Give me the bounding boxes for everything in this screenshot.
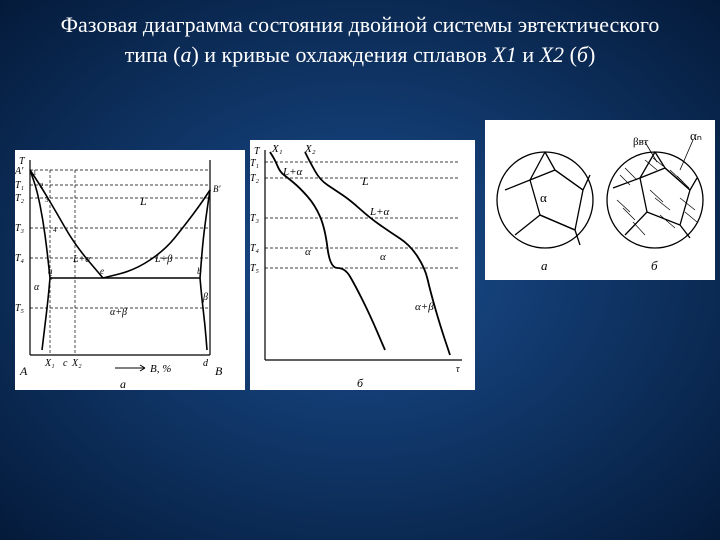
cool-L-alpha2: L+α — [369, 206, 390, 218]
svg-text:T: T — [254, 146, 261, 157]
svg-text:2: 2 — [40, 182, 44, 190]
title-line2-prefix: типа ( — [125, 42, 181, 67]
svg-text:τ: τ — [456, 364, 460, 375]
svg-text:T₃: T₃ — [15, 223, 25, 234]
micro-a: а — [541, 258, 548, 273]
title-line1: Фазовая диаграмма состояния двойной сист… — [61, 12, 660, 37]
micro-b: б — [651, 258, 658, 273]
svg-text:c: c — [63, 358, 68, 369]
svg-text:T₄: T₄ — [15, 253, 25, 264]
svg-text:3: 3 — [45, 196, 49, 204]
label-L: L — [139, 194, 147, 208]
svg-text:B': B' — [213, 184, 221, 194]
label-beta: β — [202, 292, 208, 303]
title-a: а — [180, 42, 191, 67]
sublabel-a: а — [120, 377, 126, 390]
svg-text:T₄: T₄ — [250, 243, 260, 254]
cooling-curves-svg: T T₁ T₂ T₃ T₄ T₅ τ X₁ X₂ L L+α L+α α α α… — [250, 140, 475, 390]
svg-text:T₁: T₁ — [15, 180, 24, 191]
micro-beta-vt: βвт — [633, 136, 649, 148]
label-L-beta: L+β — [154, 254, 172, 265]
cool-alpha-beta: α+β — [415, 301, 434, 313]
curve-x1-label: X₁ — [271, 143, 283, 155]
svg-text:b: b — [197, 266, 202, 276]
microstructure-panel: α αₙ βвт а б — [485, 120, 715, 280]
svg-text:T₅: T₅ — [15, 303, 25, 314]
cooling-curves-panel: T T₁ T₂ T₃ T₄ T₅ τ X₁ X₂ L L+α L+α α α α… — [250, 140, 475, 390]
curve-x2-label: X₂ — [304, 143, 316, 155]
title-end: ) — [588, 42, 595, 67]
slide: Фазовая диаграмма состояния двойной сист… — [0, 0, 720, 540]
title-x1: X1 — [492, 42, 516, 67]
svg-text:4: 4 — [53, 226, 57, 234]
label-alpha: α — [34, 282, 40, 293]
svg-text:T₁: T₁ — [250, 158, 259, 169]
svg-text:T₅: T₅ — [250, 263, 260, 274]
svg-text:T₂: T₂ — [15, 193, 25, 204]
svg-text:d: d — [203, 358, 209, 369]
title-b: б — [577, 42, 588, 67]
micro-alpha-n: αₙ — [690, 128, 702, 143]
right-label-B: B — [215, 364, 223, 378]
svg-text:1: 1 — [33, 169, 37, 177]
left-label-A: A — [19, 364, 28, 378]
svg-text:a: a — [48, 266, 53, 276]
x-axis-label: B, % — [150, 363, 171, 375]
svg-text:e: e — [100, 266, 104, 276]
title-line2-mid: ) и кривые охлаждения сплавов — [191, 42, 492, 67]
svg-text:X₂: X₂ — [71, 358, 82, 369]
cool-alpha2: α — [380, 251, 386, 263]
sublabel-b: б — [357, 376, 364, 390]
cool-L: L — [361, 174, 369, 188]
micro-alpha: α — [540, 190, 547, 205]
svg-text:A': A' — [15, 166, 24, 177]
title-paren: ( — [564, 42, 577, 67]
phase-diagram-svg: 1 2 3 4 5 a e b B' L L+α L+β α β α+β — [15, 150, 245, 390]
label-L-alpha: L+α — [72, 254, 91, 265]
cool-alpha1: α — [305, 246, 311, 258]
phase-diagram-panel: 1 2 3 4 5 a e b B' L L+α L+β α β α+β — [15, 150, 245, 390]
cool-L-alpha1: L+α — [282, 166, 303, 178]
svg-text:T₂: T₂ — [250, 173, 260, 184]
title-and: и — [517, 42, 540, 67]
title-x2: X2 — [540, 42, 564, 67]
svg-text:T₃: T₃ — [250, 213, 260, 224]
svg-text:X₁: X₁ — [44, 358, 55, 369]
label-alpha-beta: α+β — [110, 307, 127, 318]
microstructure-svg: α αₙ βвт а б — [485, 120, 715, 280]
slide-title: Фазовая диаграмма состояния двойной сист… — [0, 10, 720, 69]
